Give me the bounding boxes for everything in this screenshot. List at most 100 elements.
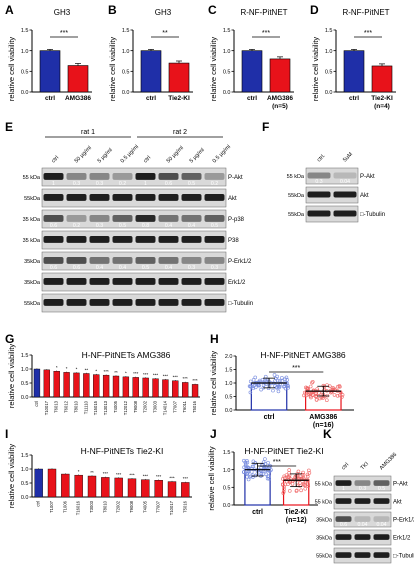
panel-g-significance: ***	[163, 373, 169, 378]
panel-f-band	[307, 191, 331, 198]
panel-i-x-tick-label: T4005	[142, 500, 147, 513]
panel-h-y-tick-label: 0.5	[225, 395, 233, 401]
panel-g-x-tick-label: T7007	[172, 400, 177, 413]
panel-i-bar	[181, 482, 190, 498]
panel-g-x-tick-label: T5016	[192, 400, 197, 413]
panel-k-quant-value: 0.3	[359, 486, 366, 492]
panel-j-data-point	[286, 474, 290, 479]
panel-j-data-point	[305, 474, 310, 479]
panel-j-y-tick-label: 0.5	[223, 486, 231, 492]
panel-e-lane-label: 0.5 µg/ml	[120, 144, 140, 164]
panel-k-kda-label: 35kDa	[316, 536, 333, 542]
panel-i-x-tick-label: T7007	[156, 500, 161, 513]
panel-h-data-point	[308, 384, 313, 389]
panel-j-data-point	[307, 471, 312, 475]
panel-j-data-point	[250, 464, 255, 469]
panel-j-data-point	[249, 470, 254, 474]
panel-e-lane-label: 5 µg/ml	[97, 147, 114, 164]
panel-a-significance: ***	[60, 30, 68, 37]
panel-c-y-tick-label: 1.5	[223, 28, 231, 34]
panel-e-band	[89, 194, 110, 201]
panel-a-bar-treated	[67, 65, 89, 93]
panel-j-data-point	[242, 458, 246, 463]
panel-k-band	[373, 534, 390, 540]
panel-h-data-point	[286, 385, 290, 390]
panel-j-data-point	[294, 474, 299, 478]
panel-e-band	[204, 173, 225, 180]
panel-b-ylabel: relative cell viability	[108, 37, 117, 101]
panel-g-significance: ***	[153, 373, 159, 378]
panel-i-y-tick-label: 1.5	[21, 453, 29, 459]
panel-h-y-tick-label: 0.0	[225, 408, 233, 414]
panel-f-band	[307, 172, 331, 179]
panel-j-y-tick-label: 0.0	[223, 503, 231, 509]
panel-e-target-label: P-Akt	[228, 175, 243, 181]
panel-e-kda-label: 55kDa	[24, 301, 41, 307]
panel-g-x-tick-label: T6012	[64, 400, 69, 413]
panel-h-data-point	[314, 398, 319, 402]
panel-g-bar	[182, 382, 189, 398]
panel-k-kda-label: 55kDa	[316, 554, 333, 560]
panel-b-y-tick-label: 0.0	[122, 90, 130, 96]
panel-h-data-point	[337, 384, 342, 388]
panel-e-band	[66, 257, 87, 264]
panel-g-significance: *	[95, 368, 97, 373]
panel-f-band	[333, 172, 357, 179]
panel-e-band	[112, 215, 133, 222]
panel-h-data-point	[275, 385, 279, 389]
panel-e-band	[204, 236, 225, 243]
panel-g-significance: **	[114, 370, 118, 375]
panel-g-bar	[142, 377, 149, 398]
panel-e-band	[43, 278, 64, 285]
panel-j-x-tick-label: ctrl	[252, 509, 263, 516]
panel-g-significance: ***	[173, 375, 179, 380]
panel-e-band	[181, 236, 202, 243]
panel-k-quant-value: 0.04	[357, 522, 367, 528]
panel-h-data-point	[250, 384, 255, 389]
panel-g-x-tick-label: T11110	[83, 400, 88, 414]
panel-e-band	[135, 257, 156, 264]
panel-e-lane-label: ctrl	[143, 155, 152, 164]
panel-e-band	[204, 278, 225, 285]
panel-e-target-label: Akt	[228, 196, 237, 202]
panel-b-significance: **	[162, 30, 168, 37]
panel-h-x-tick-label: ctrl	[264, 414, 275, 421]
panel-j-title: H-NF-PitNET Tie2-KI	[244, 446, 323, 456]
panel-e-blot-strip	[41, 293, 227, 313]
panel-g-significance: ***	[103, 369, 109, 374]
panel-c-x-tick-note: (n=5)	[272, 103, 288, 110]
panel-e-blot-strip	[41, 209, 227, 229]
panel-e-band	[135, 194, 156, 201]
panel-h-data-point	[325, 398, 329, 403]
panel-j-data-point	[251, 473, 255, 478]
panel-b-y-tick-label: 0.5	[122, 70, 130, 76]
panel-i-bar	[74, 474, 83, 498]
panel-h-data-point	[333, 388, 338, 393]
panel-e-band	[43, 257, 64, 264]
panel-e-band	[158, 215, 179, 222]
panel-g-significance: ***	[133, 371, 139, 376]
panel-e-quant-value: 0.4	[96, 265, 103, 271]
panel-j-data-point	[287, 471, 291, 475]
panel-e-band	[181, 194, 202, 201]
panel-j-data-point	[303, 487, 308, 491]
panel-e-quant-value: 1	[144, 181, 147, 187]
panel-e-band	[135, 215, 156, 222]
panel-i-significance: *	[78, 469, 80, 474]
panel-g-bar	[73, 372, 80, 398]
panel-k-band	[335, 480, 352, 486]
panel-g-x-tick-label: T2002	[143, 400, 148, 413]
panel-e-band	[135, 299, 156, 306]
panel-e-band	[158, 173, 179, 180]
panel-c-x-tick-label: AMG386	[267, 95, 293, 102]
panel-a-x-tick-label: AMG386	[65, 95, 91, 102]
panel-e-target-label: Erk1/2	[228, 280, 246, 286]
panel-b-y-tick-label: 1.5	[122, 28, 130, 34]
panel-h-data-point	[276, 389, 281, 394]
panel-h-data-point	[272, 373, 277, 377]
panel-h-data-point	[271, 388, 275, 393]
panel-g-bar	[122, 376, 130, 398]
panel-c-bar-treated	[269, 58, 291, 93]
panel-c-x-tick-label: ctrl	[247, 95, 257, 102]
panel-k-band	[373, 516, 390, 522]
